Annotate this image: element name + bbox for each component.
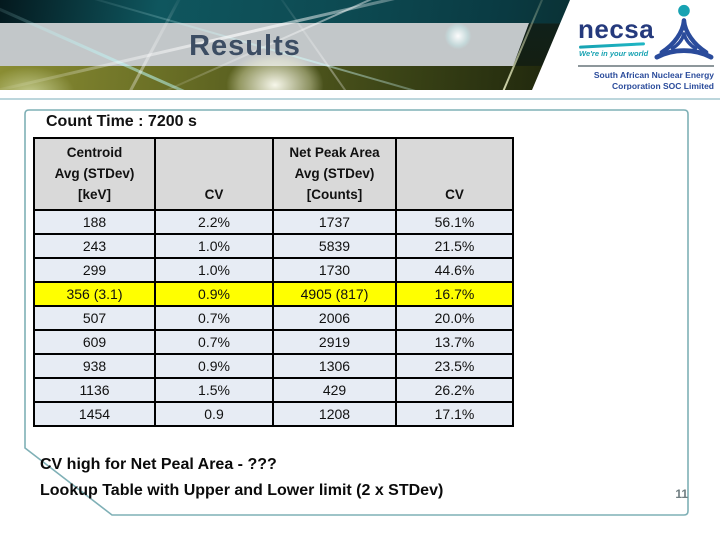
table-cell: 1306 [272,353,397,379]
necsa-logo-text: necsa [578,14,655,44]
table-cell: 13.7% [395,329,514,355]
table-cell: 1730 [272,257,397,283]
table-cell: 1.0% [154,233,274,259]
table-cell: 356 (3.1) [33,281,156,307]
table-cell: 429 [272,377,397,403]
table-cell: 5839 [272,233,397,259]
table-cell: 4905 (817) [272,281,397,307]
table-cell: 56.1% [395,209,514,235]
table-cell: 0.9% [154,353,274,379]
table-cell: 2.2% [154,209,274,235]
table-cell: 299 [33,257,156,283]
table-cell: 243 [33,233,156,259]
table-cell: 23.5% [395,353,514,379]
table-cell: 1208 [272,401,397,427]
necsa-tower-icon [654,4,714,60]
table-row: 188 2.2% 1737 56.1% [33,209,514,235]
column-header-cv1: CV [154,137,274,211]
table-cell: 26.2% [395,377,514,403]
table-cell: 1136 [33,377,156,403]
table-cell: 1737 [272,209,397,235]
table-cell: 938 [33,353,156,379]
table-cell: 609 [33,329,156,355]
table-cell: 0.9 [154,401,274,427]
table-row: 507 0.7% 2006 20.0% [33,305,514,331]
table-cell: 507 [33,305,156,331]
column-header-cv2: CV [395,137,514,211]
table-cell: 2006 [272,305,397,331]
logo-organization-text: South African Nuclear Energy Corporation… [552,70,714,90]
table-cell: 44.6% [395,257,514,283]
table-cell: 17.1% [395,401,514,427]
table-cell: 188 [33,209,156,235]
logo-org-line2: Corporation SOC Limited [612,81,714,90]
table-header-row: Centroid Avg (STDev) [keV] CV Net Peak A… [33,137,514,211]
note-lookup-table: Lookup Table with Upper and Lower limit … [40,482,444,499]
necsa-logo-panel: necsa We're in your world South African … [532,0,720,90]
table-row: 938 0.9% 1306 23.5% [33,353,514,379]
count-time-label: Count Time : 7200 s [46,113,197,130]
column-header-net-peak-area: Net Peak Area Avg (STDev) [Counts] [272,137,397,211]
table-cell: 0.7% [154,305,274,331]
table-cell: 0.9% [154,281,274,307]
table-cell: 1.0% [154,257,274,283]
table-cell: 21.5% [395,233,514,259]
header-banner: Results necsa We're in your world South … [0,0,720,90]
table-row: 356 (3.1) 0.9% 4905 (817) 16.7% [33,281,514,307]
results-table: Centroid Avg (STDev) [keV] CV Net Peak A… [33,137,514,427]
page-number: 11 [675,487,688,501]
header-separator-line [0,98,720,100]
table-row: 299 1.0% 1730 44.6% [33,257,514,283]
logo-divider [578,65,714,67]
table-row: 243 1.0% 5839 21.5% [33,233,514,259]
column-header-centroid: Centroid Avg (STDev) [keV] [33,137,156,211]
table-cell: 0.7% [154,329,274,355]
slide-title: Results [189,30,301,62]
logo-tagline: We're in your world [579,49,649,58]
table-cell: 1454 [33,401,156,427]
table-cell: 16.7% [395,281,514,307]
table-row: 1454 0.9 1208 17.1% [33,401,514,427]
table-row: 609 0.7% 2919 13.7% [33,329,514,355]
logo-org-line1: South African Nuclear Energy [593,70,714,80]
table-row: 1136 1.5% 429 26.2% [33,377,514,403]
note-cv-high: CV high for Net Peal Area - ??? [40,456,277,473]
table-cell: 2919 [272,329,397,355]
table-cell: 20.0% [395,305,514,331]
table-cell: 1.5% [154,377,274,403]
